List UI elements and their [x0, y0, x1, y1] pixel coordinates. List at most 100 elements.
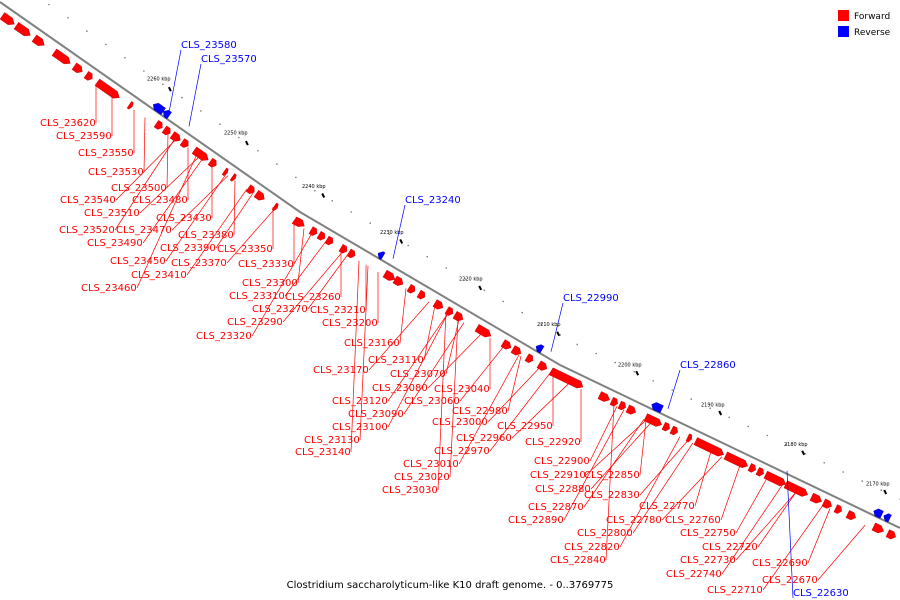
gene-arrow-forward [617, 400, 626, 411]
leader-line [350, 260, 360, 453]
gene-arrow-forward [871, 522, 884, 534]
gene-arrow-forward [643, 413, 662, 427]
gene-arrow-forward [346, 248, 356, 259]
tick-label: 2240 kbp [302, 184, 326, 190]
leader-line [437, 311, 447, 491]
gene-label: CLS_22860 [680, 360, 736, 371]
gene-label: CLS_22710 [707, 585, 763, 596]
leader-line [403, 322, 465, 415]
gene-arrow-reverse [651, 402, 664, 414]
minor-tick-dot [181, 96, 183, 99]
gene-label: CLS_22990 [563, 293, 619, 304]
gene-label: CLS_23550 [78, 148, 134, 159]
tick-label: 2260 kbp [147, 77, 171, 83]
legend-reverse-label: Reverse [854, 28, 891, 38]
gene-arrow-forward [71, 62, 83, 74]
gene-arrow-forward [161, 125, 171, 136]
gene-label: CLS_23520 [59, 225, 115, 236]
gene-label: CLS_22800 [577, 528, 633, 539]
minor-tick-dot [595, 352, 597, 355]
gene-arrow-forward [625, 404, 636, 415]
gene-label: CLS_23620 [40, 118, 96, 129]
gene-label: CLS_23390 [160, 243, 216, 254]
gene-label: CLS_22630 [793, 588, 849, 599]
leader-line [165, 174, 227, 262]
gene-label: CLS_23130 [304, 435, 360, 446]
leader-line [251, 232, 313, 337]
leader-line [721, 485, 783, 575]
gene-label: CLS_22750 [680, 528, 736, 539]
major-tick-mark [718, 410, 723, 416]
gene-label: CLS_23210 [310, 305, 366, 316]
gene-arrow-forward [179, 138, 189, 148]
leader-line [143, 117, 146, 173]
legend-reverse-swatch [838, 26, 849, 37]
gene-label: CLS_22950 [497, 421, 553, 432]
leader-line [297, 228, 305, 284]
minor-tick-dot [219, 123, 221, 125]
minor-tick-dot [690, 398, 692, 400]
gene-label: CLS_22980 [452, 406, 508, 417]
gene-label: CLS_23100 [332, 422, 388, 433]
gene-label: CLS_23330 [238, 259, 294, 270]
gene-label: CLS_22970 [434, 446, 490, 457]
minor-tick-dot [238, 136, 240, 139]
gene-arrow-forward [548, 367, 584, 389]
leader-line [458, 354, 520, 465]
gene-arrow-forward [597, 391, 610, 402]
gene-label: CLS_23120 [332, 396, 388, 407]
leader-line [639, 440, 689, 496]
major-tick-mark [245, 140, 249, 146]
leader-line [282, 251, 344, 323]
minor-tick-dot [276, 163, 278, 165]
minor-tick-dot [823, 462, 825, 464]
leader-line [139, 155, 201, 214]
gene-arrow-forward [885, 529, 896, 540]
gene-arrow-forward [809, 492, 822, 504]
minor-tick-dot [48, 3, 50, 6]
minor-tick-dot [747, 425, 749, 428]
minor-tick-dot [200, 110, 202, 112]
leader-line [507, 355, 522, 412]
map-caption: Clostridium saccharolyticum-like K10 dra… [287, 580, 614, 591]
leader-line [399, 288, 407, 344]
tick-label: 2170 kbp [866, 482, 890, 488]
gene-arrow-forward [432, 299, 444, 310]
gene-arrow-forward [685, 433, 693, 443]
gene-label: CLS_23480 [132, 195, 188, 206]
major-ticks: 2260 kbp 2250 kbp 2240 kbp 2230 kbp 2220 kbp… [147, 77, 890, 495]
tick-label: 2190 kbp [701, 402, 725, 408]
legend-forward-swatch [838, 10, 849, 21]
gene-arrow-forward [833, 504, 842, 514]
gene-label: CLS_23580 [181, 40, 237, 51]
minor-tick-dot [86, 30, 88, 32]
minor-tick-dot [143, 70, 145, 72]
leader-line [605, 404, 615, 561]
leader-line [168, 49, 182, 113]
gene-arrow-forward [693, 437, 724, 457]
minor-tick-dot [105, 43, 107, 46]
gene-label: CLS_22770 [639, 501, 695, 512]
leader-line [115, 138, 177, 201]
gene-label: CLS_23040 [434, 384, 490, 395]
gene-label: CLS_23310 [229, 291, 285, 302]
gene-arrow-forward [723, 451, 748, 469]
gene-label: CLS_23540 [60, 195, 116, 206]
minor-tick-dot [671, 389, 673, 391]
gene-label: CLS_23140 [295, 447, 351, 458]
leader-line [735, 491, 797, 561]
gene-arrow-reverse [535, 344, 545, 354]
minor-tick-dot [331, 200, 334, 202]
major-tick-mark [321, 193, 326, 198]
gene-label: CLS_23000 [432, 417, 488, 428]
gene-arrow-forward [392, 275, 404, 286]
leader-line [585, 419, 647, 476]
gene-label: CLS_23350 [217, 244, 273, 255]
gene-label: CLS_22870 [528, 502, 584, 513]
major-tick-mark [168, 86, 172, 92]
gene-arrow-forward [0, 12, 15, 25]
tick-label: 2220 kbp [459, 276, 483, 282]
leader-line [427, 332, 483, 389]
gene-label: CLS_23070 [390, 369, 446, 380]
gene-label: CLS_22840 [550, 555, 606, 566]
